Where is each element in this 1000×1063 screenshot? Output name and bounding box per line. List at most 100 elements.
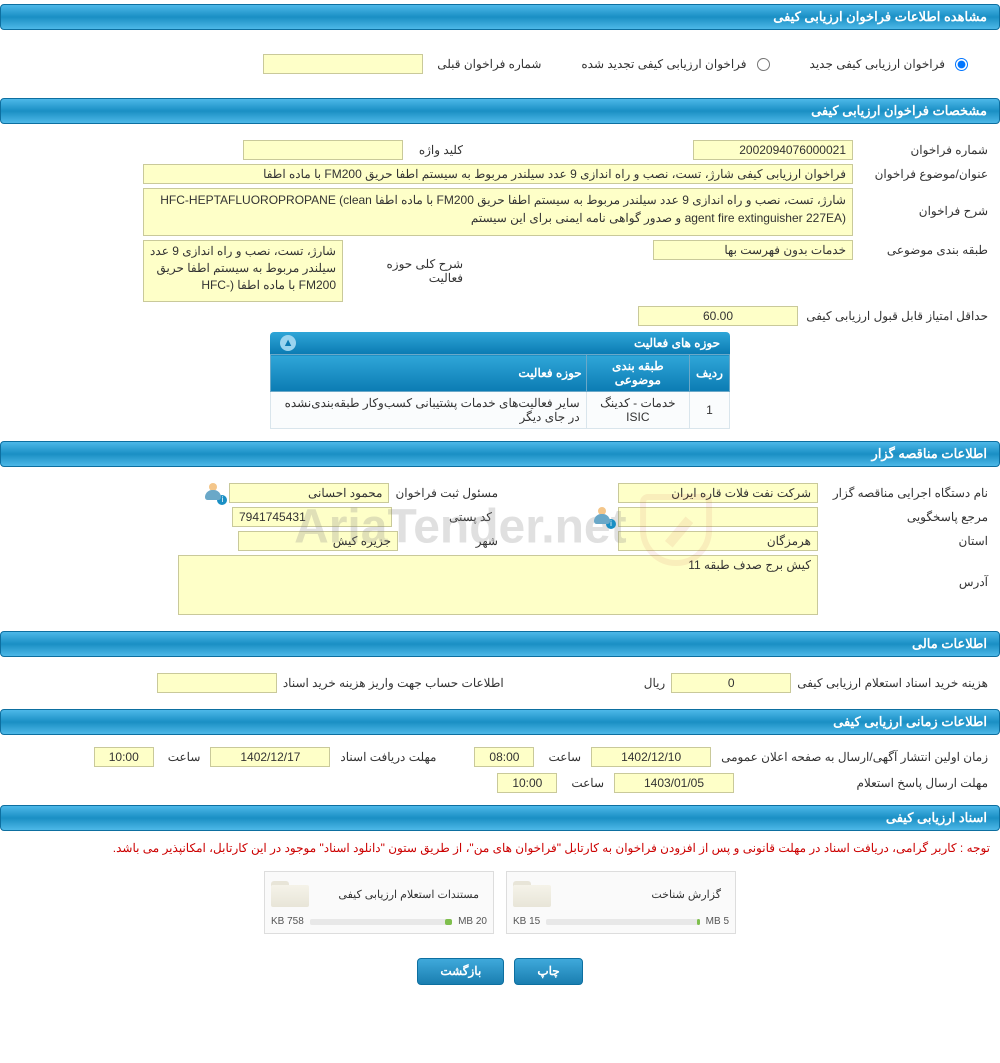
responder-field [618,507,818,527]
keyword-label: کلید واژه [403,143,463,157]
recv-date-field: 1402/12/17 [210,747,330,767]
info-badge-icon: i [217,495,227,505]
province-label: استان [818,534,988,548]
row-resp-time: مهلت ارسال پاسخ استعلام 1403/01/05 ساعت … [12,773,988,793]
pub-label: زمان اولین انتشار آگهی/ارسال به صفحه اعل… [715,750,988,764]
subject-field: فراخوان ارزیابی کیفی شارژ، تست، نصب و را… [143,164,853,184]
resp-time-label: ساعت [571,776,604,790]
button-row: چاپ بازگشت [0,944,1000,999]
doc-fee-field: 0 [671,673,791,693]
file2-progress-fill [445,919,452,925]
section1-content: فراخوان ارزیابی کیفی جدید فراخوان ارزیاب… [0,34,1000,94]
category-field: خدمات بدون فهرست بها [653,240,853,260]
th-row: ردیف [690,355,730,392]
file-cards: گزارش شناخت 5 MB 15 KB مستندات استعلام ا… [0,861,1000,944]
org-field: شرکت نفت فلات قاره ایران [618,483,818,503]
prev-call-group: شماره فراخوان قبلی [263,54,541,74]
doc-fee-label: هزینه خرید اسناد استعلام ارزیابی کیفی [791,676,988,690]
header-tenderer-info: اطلاعات مناقصه گزار [0,441,1000,467]
file2-progress [310,919,452,925]
activity-summary-field: شارژ، تست، نصب و راه اندازی 9 عدد سیلندر… [143,240,343,302]
row-subject: عنوان/موضوع فراخوان فراخوان ارزیابی کیفی… [12,164,988,184]
recv-label: مهلت دریافت اسناد [334,750,436,764]
back-button[interactable]: بازگشت [417,958,504,985]
account-field [157,673,277,693]
row-min-score: حداقل امتیاز قابل قبول ارزیابی کیفی 60.0… [12,306,988,326]
file1-title: گزارش شناخت [553,888,729,901]
file-card-1[interactable]: گزارش شناخت 5 MB 15 KB [506,871,736,934]
folder-icon [271,878,311,910]
cell-act: سایر فعالیت‌های خدمات پشتیبانی کسب‌وکار … [271,392,587,429]
pub-time-label: ساعت [548,750,581,764]
recv-time-field: 10:00 [94,747,154,767]
postal-label: کد پستی [392,510,492,524]
account-label: اطلاعات حساب جهت واریز هزینه خرید اسناد [277,676,504,690]
call-number-field: 2002094076000021 [693,140,853,160]
call-type-radios: فراخوان ارزیابی کیفی جدید فراخوان ارزیاب… [12,42,988,86]
collapse-icon[interactable]: ▲ [280,335,296,351]
city-field: جزیره کیش [238,531,398,551]
province-field: هرمزگان [618,531,818,551]
row-responder: مرجع پاسخگویی i کد پستی 7941745431 [12,507,988,527]
header-observe-info: مشاهده اطلاعات فراخوان ارزیابی کیفی [0,4,1000,30]
file1-progress-fill [697,919,700,925]
radio-renewed-text: فراخوان ارزیابی کیفی تجدید شده [581,57,746,71]
user-icon[interactable]: i [594,507,614,527]
table-row: 1 خدمات - کدینگ ISIC سایر فعالیت‌های خدم… [271,392,730,429]
city-label: شهر [398,534,498,548]
file1-used: 15 KB [513,916,540,927]
header-docs: اسناد ارزیابی کیفی [0,805,1000,831]
row-category: طبقه بندی موضوعی خدمات بدون فهرست بها شر… [12,240,988,302]
file2-title: مستندات استعلام ارزیابی کیفی [311,888,487,901]
docs-note: توجه : کاربر گرامی، دریافت اسناد در مهلت… [0,835,1000,861]
reg-officer-label: مسئول ثبت فراخوان [389,486,498,500]
file2-used: 758 KB [271,916,304,927]
section4-content: هزینه خرید اسناد استعلام ارزیابی کیفی 0 … [0,661,1000,705]
resp-time-field: 10:00 [497,773,557,793]
radio-new[interactable] [955,58,968,71]
section2-content: شماره فراخوان 2002094076000021 کلید واژه… [0,128,1000,437]
min-score-field: 60.00 [638,306,798,326]
folder-icon [513,878,553,910]
info-badge-icon: i [606,519,616,529]
activity-table: ردیف طبقه بندی موضوعی حوزه فعالیت 1 خدما… [270,354,730,429]
print-button[interactable]: چاپ [514,958,582,985]
prev-call-label: شماره فراخوان قبلی [431,57,541,71]
section5-content: زمان اولین انتشار آگهی/ارسال به صفحه اعل… [0,739,1000,801]
min-score-label: حداقل امتیاز قابل قبول ارزیابی کیفی [798,309,988,323]
radio-renewed[interactable] [757,58,770,71]
file-card-2[interactable]: مستندات استعلام ارزیابی کیفی 20 MB 758 K… [264,871,494,934]
row-call-number: شماره فراخوان 2002094076000021 کلید واژه [12,140,988,160]
activity-sub-header: حوزه های فعالیت ▲ [270,332,730,354]
category-label: طبقه بندی موضوعی [853,243,988,257]
file2-bar: 20 MB 758 KB [271,916,487,927]
address-field: کیش برج صدف طبقه 11 [178,555,818,615]
header-call-specs: مشخصات فراخوان ارزیابی کیفی [0,98,1000,124]
radio-renewed-label[interactable]: فراخوان ارزیابی کیفی تجدید شده [581,57,769,71]
header-financial: اطلاعات مالی [0,631,1000,657]
radio-new-text: فراخوان ارزیابی کیفی جدید [810,57,945,71]
page-container: { "colors": { "header_grad_top": "#4db8e… [0,4,1000,999]
file2-total: 20 MB [458,916,487,927]
user-icon[interactable]: i [205,483,225,503]
file1-progress [546,919,699,925]
pub-time-field: 08:00 [474,747,534,767]
currency-label: ریال [644,676,666,690]
reg-officer-field: محمود احسانی [229,483,389,503]
file-card-top: مستندات استعلام ارزیابی کیفی [271,878,487,910]
row-pub-time: زمان اولین انتشار آگهی/ارسال به صفحه اعل… [12,747,988,767]
row-desc: شرح فراخوان شارژ، تست، نصب و راه اندازی … [12,188,988,236]
desc-label: شرح فراخوان [853,188,988,218]
row-address: آدرس کیش برج صدف طبقه 11 [12,555,988,615]
responder-label: مرجع پاسخگویی [818,510,988,524]
postal-field: 7941745431 [232,507,392,527]
subject-label: عنوان/موضوع فراخوان [853,167,988,181]
row-province: استان هرمزگان شهر جزیره کیش [12,531,988,551]
desc-field: شارژ، تست، نصب و راه اندازی 9 عدد سیلندر… [143,188,853,236]
radio-new-label[interactable]: فراخوان ارزیابی کیفی جدید [810,57,968,71]
row-doc-fee: هزینه خرید اسناد استعلام ارزیابی کیفی 0 … [12,673,988,693]
file-card-top: گزارش شناخت [513,878,729,910]
row-org: نام دستگاه اجرایی مناقصه گزار شرکت نفت ف… [12,483,988,503]
keyword-field [243,140,403,160]
address-label: آدرس [818,555,988,589]
